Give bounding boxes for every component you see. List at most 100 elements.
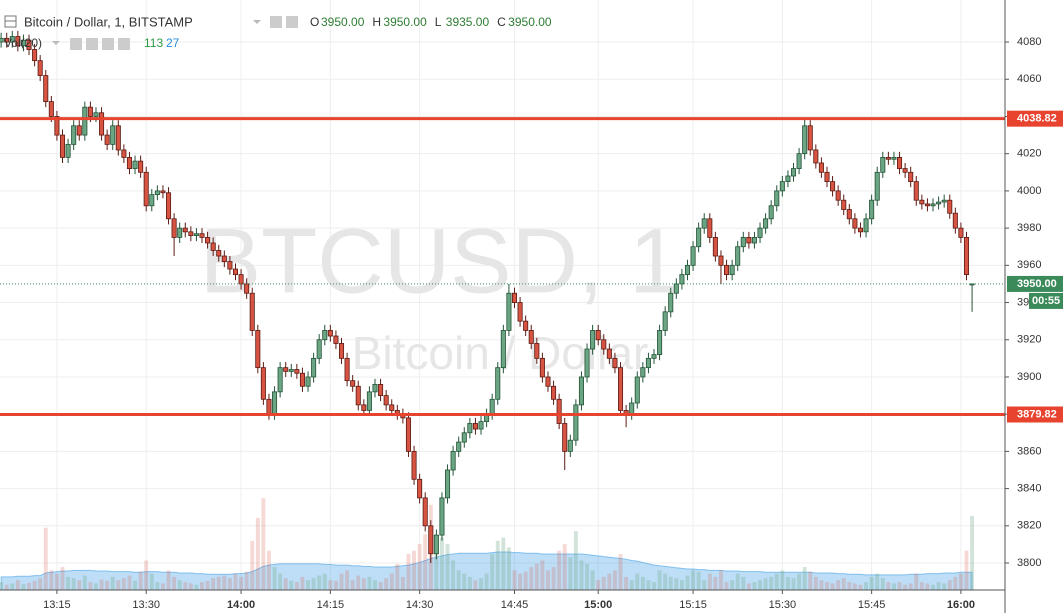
volume-bar [94, 583, 98, 590]
volume-bar [445, 544, 450, 590]
volume-bar [311, 578, 316, 590]
volume-bar [869, 576, 874, 590]
candle-body [523, 320, 529, 331]
volume-bar [105, 580, 110, 590]
volume-bar [350, 580, 355, 590]
candle-body [818, 162, 824, 173]
candle-body [138, 160, 144, 173]
volume-bar [306, 580, 310, 590]
candle-body [790, 168, 797, 177]
volume-bar [529, 567, 534, 590]
candle-body [679, 274, 685, 285]
icon[interactable] [86, 38, 98, 50]
candle-body [551, 385, 557, 400]
candle-body [645, 357, 651, 369]
candle-body [662, 311, 668, 331]
icon[interactable] [70, 38, 82, 50]
y-tick-label: 3980 [1017, 222, 1041, 234]
icon[interactable] [118, 38, 130, 50]
candle-body [511, 292, 518, 303]
volume-bar [858, 584, 863, 590]
countdown-badge [1029, 292, 1063, 309]
overlays [0, 117, 1005, 417]
candle-body [43, 75, 49, 102]
volume-bar [540, 560, 545, 590]
volume-bar [546, 570, 550, 590]
candle-body [299, 372, 305, 387]
level-badge [1007, 406, 1063, 423]
x-tick-label: 14:45 [501, 599, 529, 611]
volume-bar [239, 576, 244, 590]
candle-body [160, 190, 166, 194]
candle-body [913, 181, 919, 201]
volume-bar [479, 578, 483, 590]
volume-ma-value: 27 [166, 36, 180, 50]
volume-bar [875, 573, 880, 590]
volume-bar [38, 578, 43, 590]
ohlc-key: O [310, 15, 319, 29]
ohlc-key: C [497, 15, 506, 29]
icon[interactable] [102, 38, 114, 50]
candle-body [696, 227, 702, 248]
x-tick-label: 13:30 [132, 599, 160, 611]
candle-body [210, 242, 216, 251]
volume-title: Vol(20) [4, 36, 42, 50]
candle-body [305, 376, 311, 387]
volume-bar [635, 573, 640, 590]
candle-body [573, 404, 579, 441]
candle-body [149, 194, 155, 207]
volume-bar [322, 573, 327, 590]
volume-bar [233, 573, 238, 590]
candle-body [472, 423, 478, 430]
level-label: 3879.82 [1017, 408, 1057, 420]
volume-bar [707, 573, 712, 590]
candle-body [919, 199, 925, 205]
candle-body [355, 385, 361, 406]
y-tick-label: 3820 [1017, 520, 1041, 532]
volume-bar [417, 544, 422, 590]
candle-body [71, 125, 77, 145]
candle-body [193, 233, 199, 236]
volume-bar [328, 580, 333, 590]
volume-bar [149, 573, 154, 590]
icon[interactable] [286, 16, 298, 28]
dropdown[interactable] [52, 41, 60, 45]
volume-bar [925, 583, 930, 590]
candle-body [902, 168, 908, 173]
volume-bar [825, 582, 829, 590]
volume-bar [406, 553, 411, 590]
candle-body [4, 37, 10, 43]
candle-body [154, 190, 160, 196]
volume-bar [579, 560, 584, 590]
volume-bar [373, 580, 377, 590]
ohlc-legend: O 3950.00 H 3950.00 L 3935.00 C 3950.00 [310, 15, 552, 29]
volume-bar [144, 560, 149, 590]
volume-bar [590, 570, 595, 590]
candle-body [333, 335, 339, 344]
volume-bar [395, 563, 400, 590]
volume-bar [339, 573, 344, 590]
ohlc-value: 3950.00 [383, 15, 427, 29]
candle-body [132, 160, 138, 169]
y-tick-label: 3920 [1017, 334, 1041, 346]
dropdown[interactable] [253, 20, 261, 24]
volume-bar [774, 573, 779, 590]
volume-bar [361, 578, 366, 590]
volume-bar [841, 578, 846, 590]
x-tick-label: 16:00 [947, 599, 975, 611]
volume-bar [942, 583, 947, 590]
volume-bar [646, 580, 651, 590]
volume-bar [892, 583, 896, 590]
volume-bar [964, 550, 969, 590]
candle-body [15, 36, 21, 47]
volume-bar [808, 571, 813, 590]
candle-body [746, 237, 752, 244]
volume-bar [568, 557, 573, 590]
volume-bar [936, 582, 941, 590]
countdown: 00:55 [1032, 295, 1060, 307]
candle-body [366, 391, 372, 411]
x-tick-label: 14:15 [317, 599, 345, 611]
icon[interactable] [270, 16, 282, 28]
volume-bar [601, 576, 606, 590]
volume-bar [255, 517, 260, 590]
